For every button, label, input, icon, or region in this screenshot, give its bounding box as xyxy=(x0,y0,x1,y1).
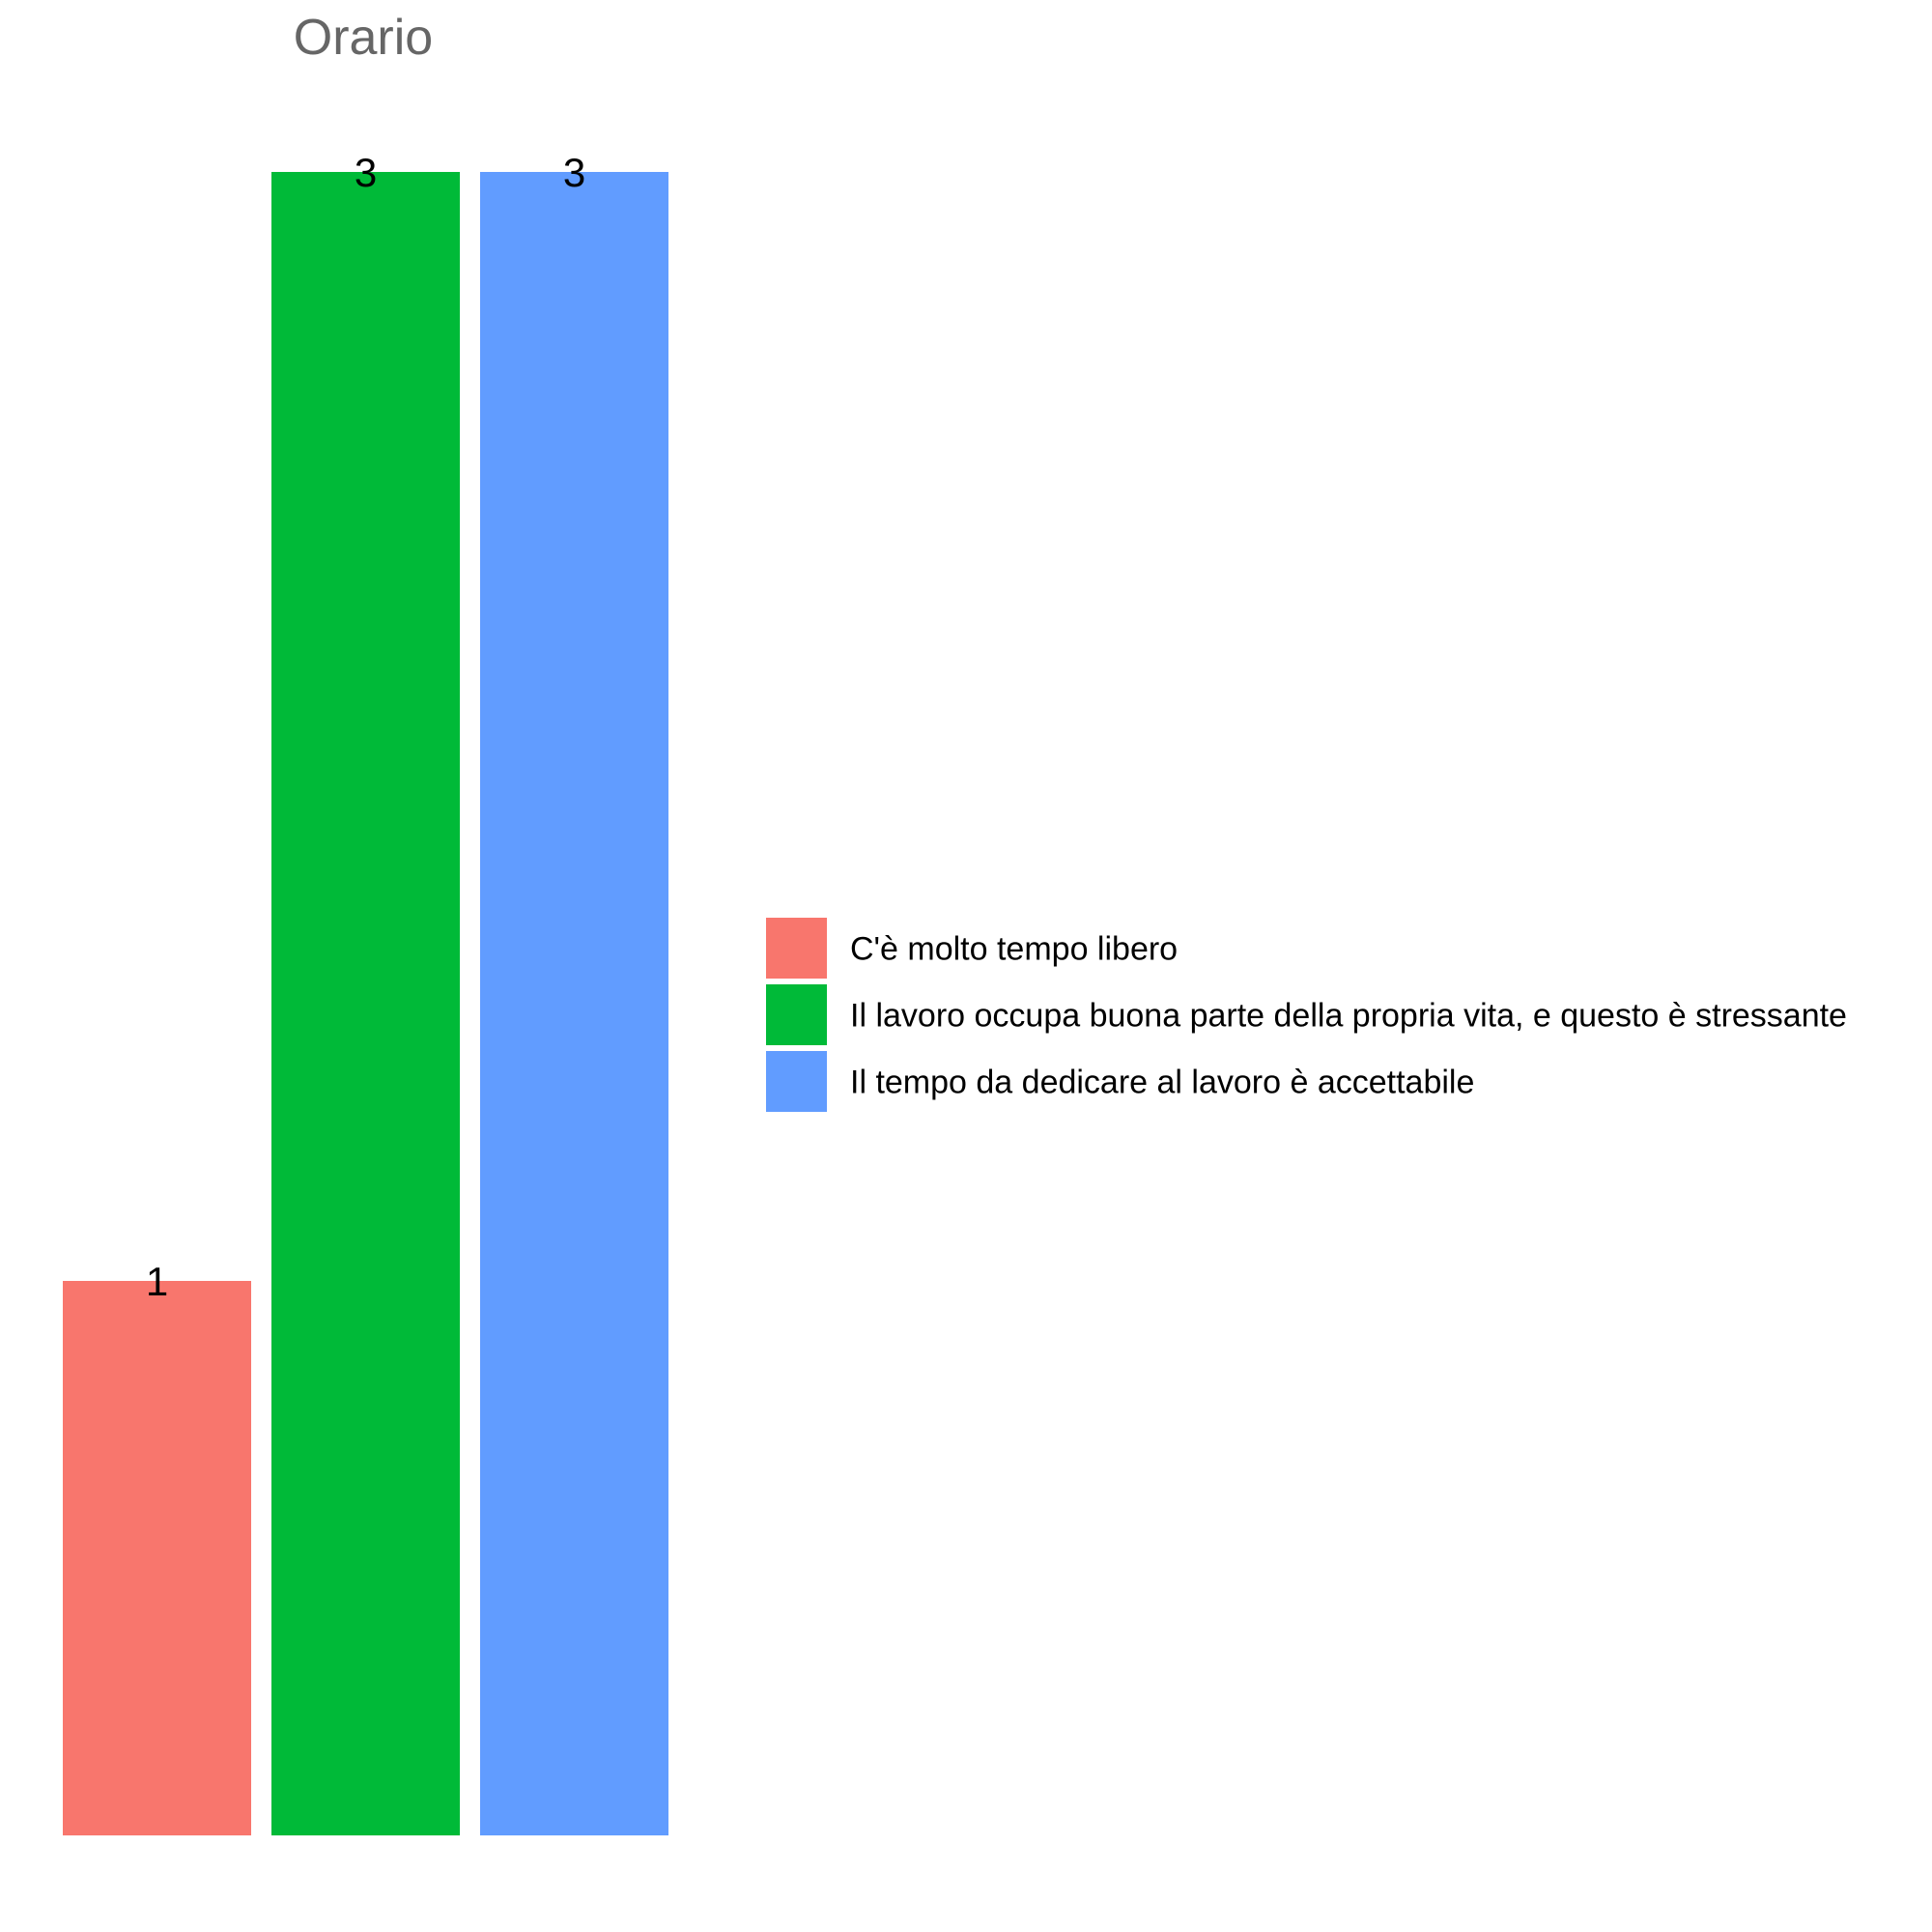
legend-key-1 xyxy=(766,918,827,979)
bar-value-label-3: 3 xyxy=(563,150,585,195)
bars-group xyxy=(63,172,668,1835)
data-labels-group: 1 3 3 xyxy=(146,150,585,1304)
legend: C'è molto tempo libero Il lavoro occupa b… xyxy=(766,918,1847,1112)
legend-label-3: Il tempo da dedicare al lavoro è accetta… xyxy=(850,1065,1474,1101)
legend-key-3 xyxy=(766,1051,827,1112)
bar-1 xyxy=(63,1281,251,1835)
bar-2 xyxy=(271,172,460,1835)
legend-label-2: Il lavoro occupa buona parte della propr… xyxy=(850,998,1847,1035)
chart-title: Orario xyxy=(294,10,433,66)
bar-value-label-2: 3 xyxy=(355,150,377,195)
legend-label-1: C'è molto tempo libero xyxy=(850,931,1178,968)
bar-value-label-1: 1 xyxy=(146,1259,168,1304)
bar-3 xyxy=(480,172,668,1835)
legend-key-2 xyxy=(766,984,827,1045)
